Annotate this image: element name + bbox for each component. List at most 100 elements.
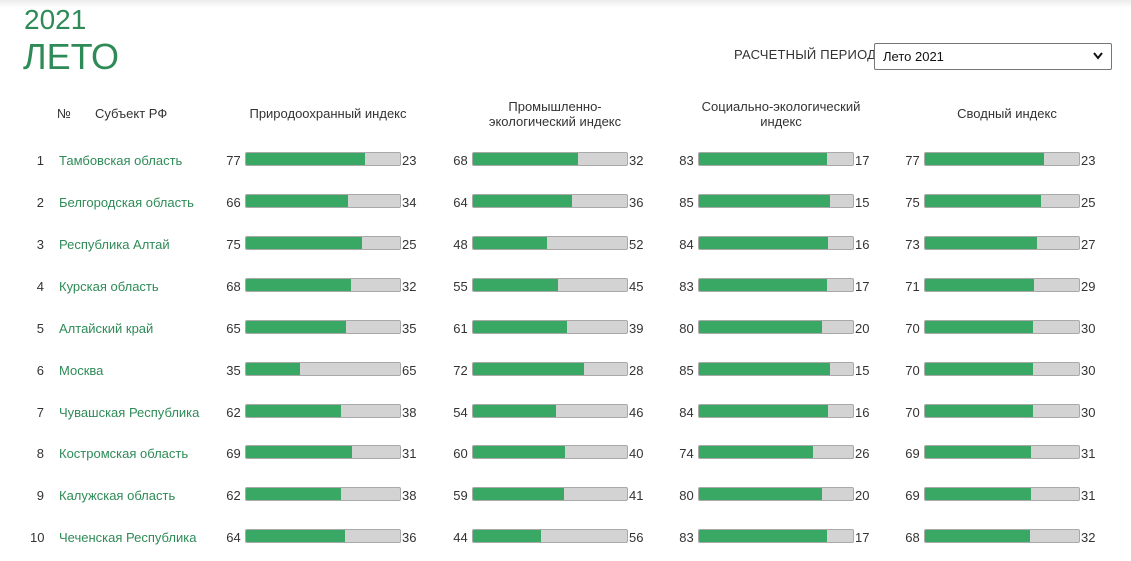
index-bar (698, 362, 854, 376)
index-value: 68 (226, 279, 241, 294)
index-value: 77 (226, 153, 241, 168)
index-cell-c1: 62 38 (224, 404, 424, 425)
index-bar (245, 236, 401, 250)
region-link[interactable]: Белгородская область (59, 195, 194, 210)
index-remainder: 32 (402, 279, 417, 294)
index-remainder: 65 (402, 363, 417, 378)
index-bar (924, 487, 1080, 501)
index-value: 84 (679, 405, 694, 420)
column-header-industrial: Промышленно-экологический индекс (488, 99, 622, 129)
region-link[interactable]: Чувашская Республика (59, 405, 200, 420)
row-rank: 7 (36, 405, 44, 420)
index-remainder: 28 (629, 363, 644, 378)
row-rank: 3 (36, 237, 44, 252)
index-value: 80 (679, 488, 694, 503)
index-value: 61 (453, 321, 468, 336)
period-select[interactable]: Лето 2021 (874, 43, 1112, 70)
index-cell-c2: 60 40 (451, 445, 651, 466)
year-title: 2021 (24, 4, 87, 35)
index-bar-fill (246, 530, 345, 542)
index-cell-c4: 69 31 (903, 487, 1103, 508)
index-bar-fill (473, 321, 567, 333)
index-bar (245, 529, 401, 543)
index-remainder: 31 (1081, 446, 1096, 461)
region-link[interactable]: Тамбовская область (59, 153, 183, 168)
column-header-no: № (57, 106, 71, 121)
index-cell-c1: 62 38 (224, 487, 424, 508)
index-bar (245, 194, 401, 208)
index-cell-c1: 64 36 (224, 529, 424, 550)
index-bar-fill (699, 488, 823, 500)
index-value: 35 (226, 363, 241, 378)
index-remainder: 15 (855, 195, 870, 210)
index-bar (472, 152, 628, 166)
index-cell-c2: 61 39 (451, 320, 651, 341)
index-value: 75 (905, 195, 920, 210)
index-cell-c4: 71 29 (903, 278, 1103, 299)
index-bar-fill (699, 195, 830, 207)
table-row: 5 Алтайский край 65 35 61 39 80 20 70 30 (0, 320, 1131, 341)
region-link[interactable]: Костромская область (59, 446, 189, 461)
index-cell-c3: 85 15 (677, 362, 877, 383)
index-bar (245, 445, 401, 459)
index-bar (472, 320, 628, 334)
table-row: 10 Чеченская Республика 64 36 44 56 83 17 68 32 (0, 529, 1131, 550)
index-remainder: 17 (855, 153, 870, 168)
index-bar (472, 236, 628, 250)
index-bar-fill (473, 363, 584, 375)
index-bar-fill (473, 405, 557, 417)
table-row: 4 Курская область 68 32 55 45 83 17 71 29 (0, 278, 1131, 299)
index-bar (698, 529, 854, 543)
index-value: 66 (226, 195, 241, 210)
index-remainder: 29 (1081, 279, 1096, 294)
row-rank: 6 (36, 363, 44, 378)
index-value: 72 (453, 363, 468, 378)
index-remainder: 23 (1081, 153, 1096, 168)
index-cell-c1: 65 35 (224, 320, 424, 341)
index-bar (924, 278, 1080, 292)
region-link[interactable]: Калужская область (59, 488, 176, 503)
table-row: 7 Чувашская Республика 62 38 54 46 84 16 70 30 (0, 404, 1131, 425)
row-rank: 8 (36, 446, 44, 461)
index-remainder: 52 (629, 237, 644, 252)
index-cell-c1: 77 23 (224, 152, 424, 173)
index-cell-c1: 35 65 (224, 362, 424, 383)
index-remainder: 34 (402, 195, 417, 210)
index-bar-fill (246, 237, 362, 249)
table-row: 2 Белгородская область 66 34 64 36 85 15 75 25 (0, 194, 1131, 215)
index-value: 69 (226, 446, 241, 461)
index-bar-fill (246, 153, 365, 165)
region-link[interactable]: Курская область (59, 279, 159, 294)
region-link[interactable]: Республика Алтай (59, 237, 170, 252)
region-link[interactable]: Москва (59, 363, 104, 378)
region-link[interactable]: Алтайский край (59, 321, 154, 336)
index-remainder: 38 (402, 405, 417, 420)
index-cell-c3: 80 20 (677, 487, 877, 508)
index-remainder: 31 (402, 446, 417, 461)
index-remainder: 17 (855, 279, 870, 294)
index-value: 59 (453, 488, 468, 503)
index-remainder: 56 (629, 530, 644, 545)
index-bar-fill (699, 321, 823, 333)
index-bar (472, 194, 628, 208)
row-rank: 10 (30, 530, 45, 545)
index-bar-fill (925, 530, 1030, 542)
index-bar (245, 487, 401, 501)
index-remainder: 15 (855, 363, 870, 378)
index-bar-fill (246, 488, 342, 500)
index-cell-c4: 73 27 (903, 236, 1103, 257)
index-value: 69 (905, 488, 920, 503)
column-header-social: Социально-экологический индекс (701, 99, 861, 129)
index-bar (698, 278, 854, 292)
column-header-summary: Сводный индекс (957, 106, 1057, 121)
index-cell-c3: 74 26 (677, 445, 877, 466)
index-value: 85 (679, 363, 694, 378)
index-bar-fill (246, 321, 347, 333)
index-bar (698, 404, 854, 418)
index-remainder: 16 (855, 405, 870, 420)
index-remainder: 46 (629, 405, 644, 420)
region-link[interactable]: Чеченская Республика (59, 530, 197, 545)
index-bar-fill (699, 363, 830, 375)
index-cell-c2: 44 56 (451, 529, 651, 550)
index-cell-c2: 64 36 (451, 194, 651, 215)
